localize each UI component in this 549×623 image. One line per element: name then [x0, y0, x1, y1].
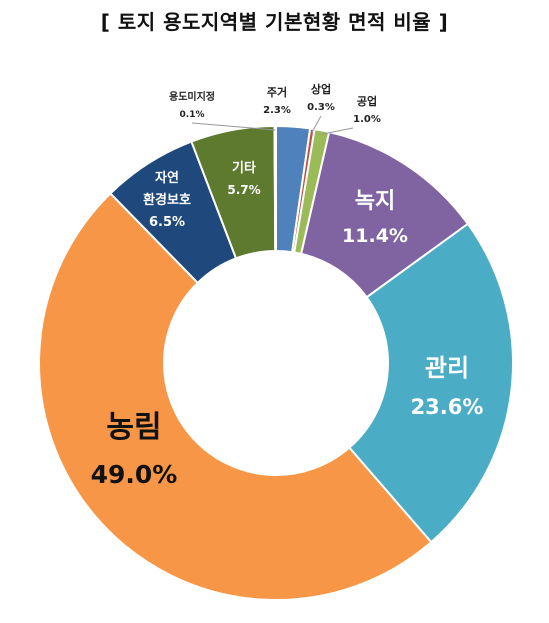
label-value-녹지: 11.4%	[342, 225, 408, 247]
slice-농림	[38, 192, 433, 601]
label-value-공업: 1.0%	[353, 114, 381, 125]
leader-line-상업	[311, 115, 322, 134]
label-name-주거: 주거	[267, 85, 287, 99]
label-name-기타: 기타	[232, 160, 256, 176]
label-value-용도미지정: 0.1%	[180, 110, 205, 120]
label-name-자연환경보호: 자연	[155, 171, 179, 186]
label-name-녹지: 녹지	[355, 189, 395, 214]
label-name-상업: 상업	[311, 82, 331, 96]
label-value-자연환경보호: 6.5%	[149, 215, 185, 230]
label-value-상업: 0.3%	[307, 102, 335, 113]
label-name-자연환경보호-2: 환경보호	[143, 192, 191, 208]
slice-용도미지정	[273, 124, 277, 253]
label-value-관리: 23.6%	[411, 395, 484, 419]
label-name-용도미지정: 용도미지정	[169, 90, 215, 103]
label-name-농림: 농림	[106, 410, 161, 445]
chart-title: [ 토지 용도지역별 기본현황 면적 비율 ]	[100, 10, 449, 34]
leader-line-용도미지정	[191, 122, 276, 131]
label-value-농림: 49.0%	[91, 460, 178, 489]
leader-line-공업	[321, 127, 354, 135]
label-value-주거: 2.3%	[263, 105, 291, 116]
label-name-공업: 공업	[357, 95, 377, 108]
label-name-관리: 관리	[425, 354, 469, 382]
label-value-기타: 5.7%	[227, 183, 260, 197]
slice-관리	[347, 222, 514, 544]
